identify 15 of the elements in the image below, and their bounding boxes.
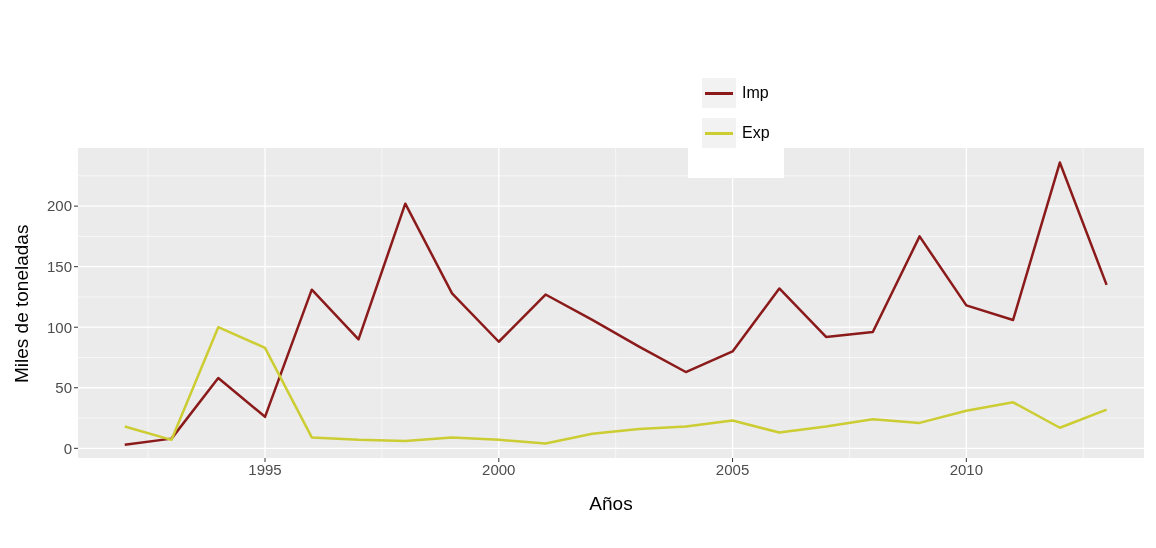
y-axis-title: Miles de toneladas [10, 224, 32, 383]
x-tick-label: 2005 [715, 460, 750, 478]
x-tick-label: 2010 [949, 460, 984, 478]
y-tick-label: 200 [46, 197, 72, 215]
x-tick-label: 2000 [482, 460, 516, 478]
legend-label: Exp [742, 124, 770, 142]
y-tick-label: 150 [46, 258, 72, 275]
x-axis-title: Años [589, 493, 633, 514]
y-tick-label: 100 [46, 318, 72, 336]
line-series [123, 325, 1108, 445]
y-tick-label: 50 [55, 379, 72, 397]
x-tick-label: 1995 [248, 460, 282, 478]
line-series [123, 161, 1108, 446]
y-tick-label: 0 [63, 439, 72, 457]
legend-label: Imp [742, 84, 769, 102]
